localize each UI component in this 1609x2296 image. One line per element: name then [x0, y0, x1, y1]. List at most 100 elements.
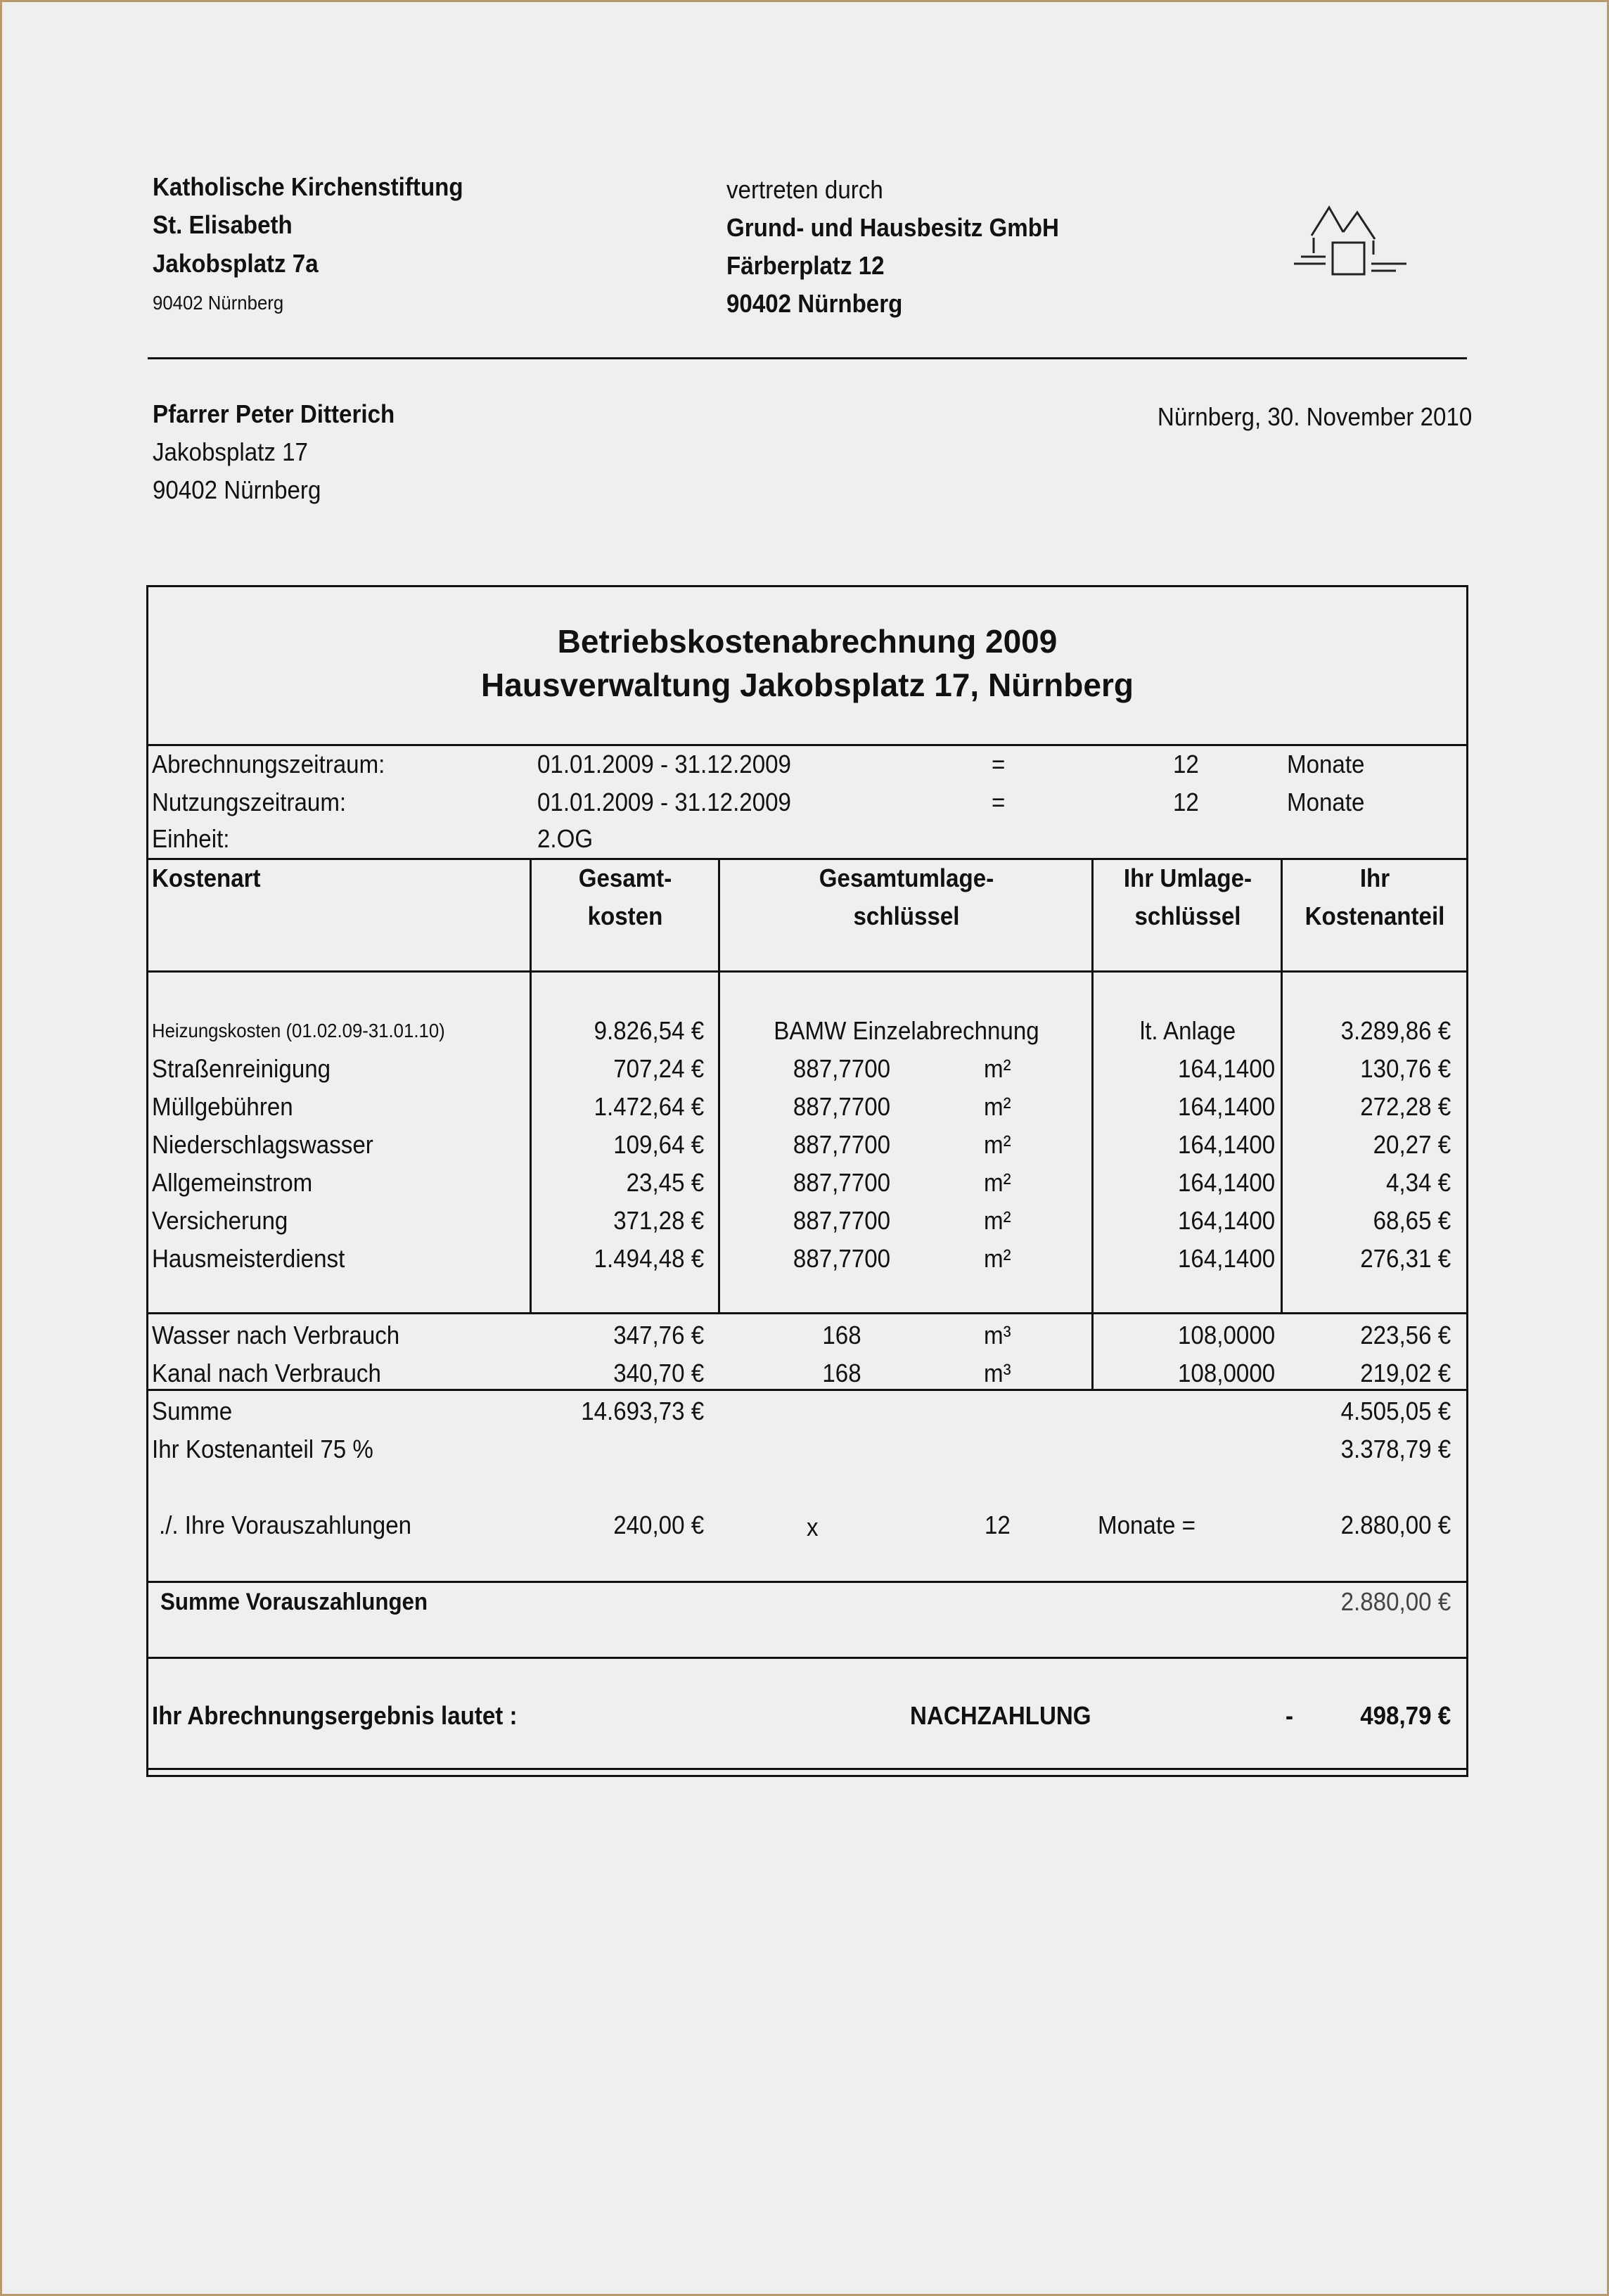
- house-logo-icon: [1294, 205, 1406, 276]
- allocation-key: 887,7700: [793, 1168, 891, 1197]
- your-share: 4,34 €: [1385, 1168, 1451, 1197]
- your-share: 68,65 €: [1373, 1206, 1451, 1235]
- meta-eq: =: [992, 750, 1006, 778]
- sender-name: Katholische Kirchenstiftung: [153, 172, 463, 201]
- agent-name: Grund- und Hausbesitz GmbH: [726, 213, 1059, 242]
- header-rule: [148, 357, 1467, 359]
- total-cost: 109,64 €: [613, 1130, 704, 1159]
- recipient-city: 90402 Nürnberg: [153, 475, 321, 504]
- your-share: 20,27 €: [1373, 1130, 1451, 1159]
- result-value: 498,79 €: [1360, 1701, 1451, 1730]
- prepayments-months: 12: [985, 1511, 1011, 1539]
- recipient-name: Pfarrer Peter Ditterich: [153, 399, 395, 428]
- sender-line2: St. Elisabeth: [153, 210, 293, 239]
- agent-intro: vertreten durch: [726, 175, 883, 204]
- sum-total: 14.693,73 €: [581, 1397, 704, 1425]
- total-cost: 23,45 €: [626, 1168, 704, 1197]
- total-cost: 707,24 €: [613, 1054, 704, 1083]
- prepayments-unit: Monate =: [1098, 1511, 1196, 1539]
- agent-city: 90402 Nürnberg: [726, 289, 903, 318]
- allocation-unit: m²: [984, 1244, 1011, 1273]
- total-cost: 1.494,48 €: [594, 1244, 704, 1273]
- your-share: 130,76 €: [1360, 1054, 1451, 1083]
- prepayments-label: ./. Ihre Vorauszahlungen: [159, 1511, 412, 1539]
- header-ihr-schluessel: schlüssel: [1134, 902, 1241, 930]
- total-cost: 371,28 €: [613, 1206, 704, 1235]
- agent-street: Färberplatz 12: [726, 251, 885, 280]
- total-cost: 347,76 €: [613, 1321, 704, 1349]
- header-schluessel: schlüssel: [853, 902, 960, 930]
- your-key: 164,1400: [1177, 1244, 1275, 1273]
- meta-months: 12: [1173, 788, 1199, 816]
- allocation-key: BAMW Einzelabrechnung: [774, 1016, 1039, 1045]
- prepayments-amount: 240,00 €: [613, 1511, 704, 1539]
- statement-title: Betriebskostenabrechnung 2009: [557, 623, 1058, 660]
- cost-type: Straßenreinigung: [152, 1054, 331, 1083]
- allocation-key: 887,7700: [793, 1092, 891, 1121]
- header-ihr-schluessel: Ihr Umlage-: [1123, 864, 1252, 892]
- allocation-unit: m²: [984, 1092, 1011, 1121]
- meta-value: 01.01.2009 - 31.12.2009: [537, 750, 791, 778]
- allocation-unit: m²: [984, 1130, 1011, 1159]
- allocation-key: 168: [822, 1359, 861, 1387]
- meta-months: 12: [1173, 750, 1199, 778]
- allocation-key: 887,7700: [793, 1130, 891, 1159]
- cost-type: Niederschlagswasser: [152, 1130, 373, 1159]
- allocation-unit: m³: [984, 1321, 1011, 1349]
- meta-label: Nutzungszeitraum:: [152, 788, 347, 816]
- your-share: 223,56 €: [1360, 1321, 1451, 1349]
- allocation-unit: m³: [984, 1359, 1011, 1387]
- cost-type: Müllgebühren: [152, 1092, 293, 1121]
- recipient-street: Jakobsplatz 17: [153, 437, 308, 466]
- meta-value: 01.01.2009 - 31.12.2009: [537, 788, 791, 816]
- sender-city: 90402 Nürnberg: [153, 292, 284, 314]
- total-cost: 1.472,64 €: [594, 1092, 704, 1121]
- result-label: Ihr Abrechnungsergebnis lautet :: [152, 1701, 518, 1730]
- meta-label: Einheit:: [152, 824, 230, 853]
- cost-type: Hausmeisterdienst: [152, 1244, 345, 1273]
- header-kostenart: Kostenart: [152, 864, 261, 892]
- allocation-unit: m²: [984, 1168, 1011, 1197]
- meta-eq: =: [992, 788, 1006, 816]
- your-share: 272,28 €: [1360, 1092, 1451, 1121]
- statement-subtitle: Hausverwaltung Jakobsplatz 17, Nürnberg: [481, 667, 1134, 703]
- your-share: 276,31 €: [1360, 1244, 1451, 1273]
- letter-date: Nürnberg, 30. November 2010: [1157, 402, 1472, 431]
- your-share: 219,02 €: [1360, 1359, 1451, 1387]
- your-key: 164,1400: [1177, 1130, 1275, 1159]
- allocation-key: 168: [822, 1321, 861, 1349]
- sum-prepayments-value: 2.880,00 €: [1340, 1587, 1451, 1616]
- meta-value: 2.OG: [537, 824, 594, 853]
- total-cost: 340,70 €: [613, 1359, 704, 1387]
- result-type: NACHZAHLUNG: [910, 1701, 1091, 1730]
- sum-label: Summe: [152, 1397, 233, 1425]
- cost-share-label: Ihr Kostenanteil 75 %: [152, 1435, 373, 1463]
- your-share: 3.289,86 €: [1340, 1016, 1451, 1045]
- cost-type: Heizungskosten (01.02.09-31.01.10): [152, 1020, 445, 1041]
- your-key: 164,1400: [1177, 1168, 1275, 1197]
- your-key: 164,1400: [1177, 1054, 1275, 1083]
- sum-share: 4.505,05 €: [1340, 1397, 1451, 1425]
- header-schluessel: Gesamtumlage-: [819, 864, 994, 892]
- allocation-unit: m²: [984, 1206, 1011, 1235]
- cost-type: Versicherung: [152, 1206, 288, 1235]
- allocation-key: 887,7700: [793, 1206, 891, 1235]
- result-sign: -: [1286, 1701, 1294, 1730]
- your-key: lt. Anlage: [1139, 1016, 1236, 1045]
- allocation-key: 887,7700: [793, 1054, 891, 1083]
- cost-type: Kanal nach Verbrauch: [152, 1359, 381, 1387]
- sender-street: Jakobsplatz 7a: [153, 249, 319, 278]
- sum-prepayments-label: Summe Vorauszahlungen: [160, 1589, 428, 1615]
- prepayments-x: x: [807, 1513, 819, 1541]
- prepayments-total: 2.880,00 €: [1340, 1511, 1451, 1539]
- meta-unit: Monate: [1287, 750, 1365, 778]
- header-anteil: Kostenanteil: [1304, 902, 1445, 930]
- header-gesamt: kosten: [587, 902, 663, 930]
- total-cost: 9.826,54 €: [594, 1016, 704, 1045]
- meta-label: Abrechnungszeitraum:: [152, 750, 385, 778]
- your-key: 108,0000: [1177, 1359, 1275, 1387]
- header-gesamt: Gesamt-: [578, 864, 672, 892]
- allocation-unit: m²: [984, 1054, 1011, 1083]
- your-key: 164,1400: [1177, 1092, 1275, 1121]
